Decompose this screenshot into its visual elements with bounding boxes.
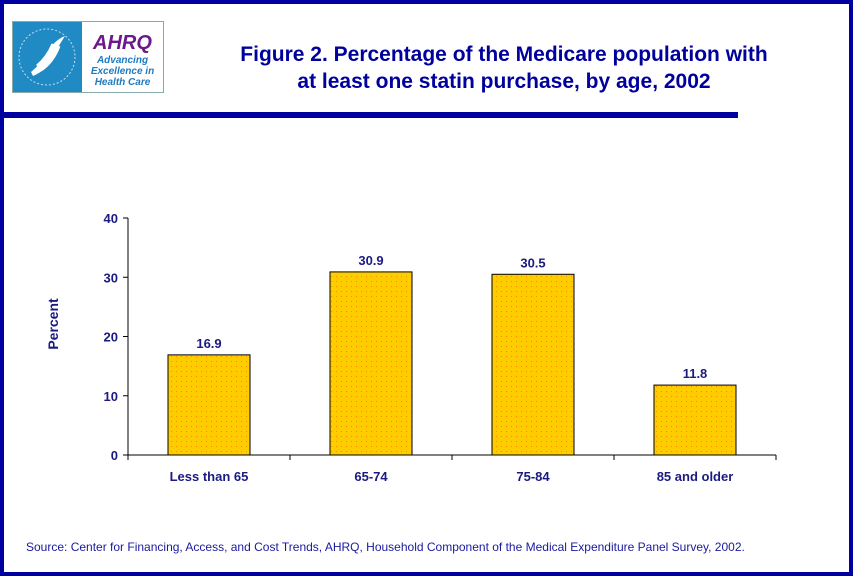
- data-label: 16.9: [196, 336, 221, 351]
- ahrq-logo: AHRQ Advancing Excellence in Health Care: [12, 21, 164, 93]
- bar-85-and-older: [653, 384, 737, 456]
- data-label: 11.8: [683, 366, 708, 381]
- bar-75-84: [491, 273, 575, 456]
- hhs-eagle-icon: [13, 22, 82, 92]
- x-tick-label: 85 and older: [657, 469, 734, 484]
- x-tick-label: Less than 65: [170, 469, 249, 484]
- y-tick-label: 20: [104, 330, 118, 345]
- logo-tagline-3: Health Care: [94, 77, 151, 88]
- title-line-2: at least one statin purchase, by age, 20…: [297, 70, 711, 93]
- bar-65-74: [329, 271, 413, 456]
- x-tick-label: 65-74: [354, 469, 388, 484]
- y-tick-label: 0: [111, 448, 118, 463]
- logo-tagline-1: Advancing: [96, 55, 149, 66]
- y-tick-label: 30: [104, 270, 118, 285]
- chart-title: Figure 2. Percentage of the Medicare pop…: [204, 41, 804, 95]
- bar-chart: 0 10 20 30 40 16.9 Less than 65 30.9 65-74 30.5 75…: [45, 211, 777, 484]
- y-tick-label: 10: [104, 389, 118, 404]
- data-label: 30.9: [358, 253, 383, 268]
- title-line-1: Figure 2. Percentage of the Medicare pop…: [240, 43, 768, 66]
- bar-less-than-65: [167, 354, 251, 456]
- y-axis-label: Percent: [45, 298, 61, 350]
- logo-tagline-2: Excellence in: [90, 66, 155, 77]
- data-label: 30.5: [520, 255, 545, 270]
- ahrq-brand: AHRQ: [93, 32, 152, 54]
- y-tick-label: 40: [104, 211, 118, 226]
- source-note: Source: Center for Financing, Access, an…: [26, 540, 745, 554]
- x-tick-label: 75-84: [516, 469, 550, 484]
- header-divider: [4, 112, 738, 118]
